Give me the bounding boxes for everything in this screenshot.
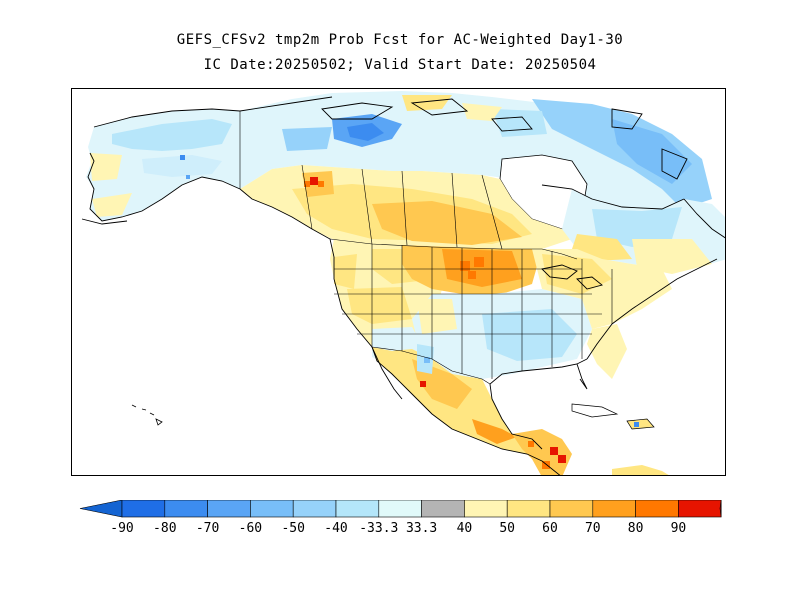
colorbar-label: 70 <box>585 521 601 536</box>
colorbar-swatch <box>250 500 294 518</box>
chart-subtitle: IC Date:20250502; Valid Start Date: 2025… <box>203 57 597 73</box>
hawaii-islands <box>131 404 163 426</box>
region-alaska <box>86 109 240 221</box>
colorbar-label: -33.3 <box>359 521 398 536</box>
colorbar-swatch <box>549 500 594 518</box>
colorbar-label: -60 <box>239 521 262 536</box>
colorbar-label: -50 <box>281 521 304 536</box>
colorbar-swatch <box>464 500 508 518</box>
map-canvas <box>72 89 725 475</box>
colorbar-label: 60 <box>542 521 558 536</box>
region-canada-west <box>240 165 572 249</box>
colorbar-swatch <box>678 500 722 518</box>
colorbar-label: -40 <box>324 521 347 536</box>
colorbar-swatch <box>378 500 422 518</box>
colorbar-left-arrow <box>79 500 123 518</box>
colorbar-swatch <box>635 500 679 518</box>
colorbar-label: -90 <box>110 521 133 536</box>
region-central-america <box>512 429 572 475</box>
colorbar-swatch <box>592 500 636 518</box>
colorbar-label: 40 <box>457 521 473 536</box>
colorbar: -90 -80 -70 -60 -50 -40 -33.3 33.3 40 50 60 70 80 90 <box>79 500 722 536</box>
colorbar-label: 33.3 <box>406 521 437 536</box>
colorbar-label: 80 <box>628 521 644 536</box>
forecast-map <box>71 88 726 476</box>
colorbar-swatch <box>292 500 337 518</box>
colorbar-swatch <box>164 500 208 518</box>
colorbar-swatch <box>335 500 380 518</box>
colorbar-label: -70 <box>196 521 219 536</box>
colorbar-right-arrow <box>719 500 722 518</box>
region-mexico <box>372 344 542 454</box>
colorbar-swatch <box>421 500 465 518</box>
colorbar-label: -80 <box>153 521 176 536</box>
colorbar-swatch <box>207 500 251 518</box>
state-borders <box>239 111 613 385</box>
colorbar-swatch <box>121 500 166 518</box>
region-caribbean <box>571 403 669 475</box>
colorbar-swatch <box>506 500 551 518</box>
colorbar-label: 90 <box>671 521 687 536</box>
colorbar-label: 50 <box>499 521 515 536</box>
chart-title: GEFS_CFSv2 tmp2m Prob Fcst for AC-Weight… <box>176 32 624 48</box>
